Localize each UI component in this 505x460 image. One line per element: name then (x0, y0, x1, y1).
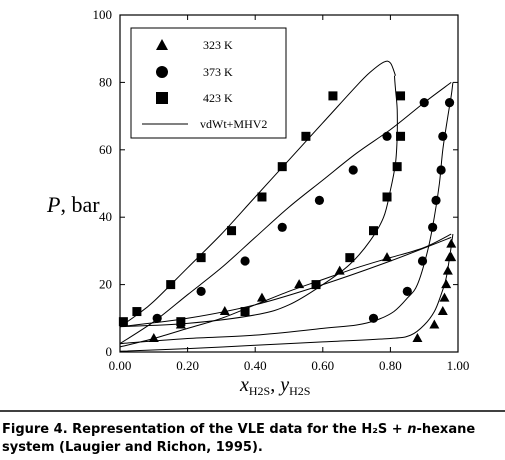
y-tick-label: 60 (99, 142, 112, 157)
marker-373k (402, 286, 412, 296)
marker-323k (441, 279, 452, 289)
marker-423k (196, 253, 206, 263)
marker-323k (412, 333, 423, 343)
marker-423k (227, 226, 237, 236)
marker-323k (148, 333, 159, 343)
x-tick-label: 0.00 (109, 358, 132, 373)
y-tick-label: 0 (106, 344, 113, 359)
marker-423k (369, 226, 378, 236)
model-curve (119, 82, 452, 345)
marker-423k (301, 131, 311, 141)
marker-373k (417, 256, 428, 266)
marker-373k (314, 195, 325, 205)
marker-323k (256, 292, 267, 302)
y-axis-unit: , bar (60, 192, 100, 217)
legend-label-model: vdWt+MHV2 (200, 117, 267, 131)
legend-label-373: 373 K (203, 65, 233, 79)
x-axis-y-sub: H2S (289, 384, 310, 398)
caption-label: Figure 4. (2, 422, 68, 437)
model-curve (119, 60, 396, 328)
y-tick-label: 100 (93, 7, 113, 22)
svg-text:xH2S, yH2S: xH2S, yH2S (239, 374, 310, 398)
legend-label-323: 323 K (203, 38, 233, 52)
marker-373k (436, 165, 446, 175)
marker-373k (438, 131, 448, 141)
marker-423k (382, 192, 392, 202)
marker-323k (446, 238, 457, 248)
marker-323k (442, 265, 453, 275)
marker-373k (152, 313, 162, 323)
caption-line1-end: -hexane (416, 422, 475, 437)
x-axis-comma: , (270, 374, 280, 396)
legend-label-423: 423 K (203, 91, 233, 105)
svg-text:Figure 4. Representation: Figure 4. Representation of the VLE data… (2, 422, 475, 437)
x-axis-x-sub: H2S (249, 384, 270, 398)
marker-373k (419, 98, 429, 108)
marker-373k (240, 256, 250, 266)
legend-circle-icon (156, 66, 168, 78)
y-axis-label: P, bar (46, 192, 100, 217)
y-axis-variable: P (46, 192, 60, 217)
marker-323k (219, 306, 230, 316)
marker-423k (132, 307, 142, 317)
caption-line2: system (Laugier and Richon, 1995). (2, 440, 263, 455)
marker-423k (176, 317, 186, 327)
svg-text:P, bar: P, bar (46, 192, 100, 217)
x-tick-label: 0.80 (379, 358, 402, 373)
marker-423k (328, 91, 338, 101)
marker-423k (392, 162, 402, 172)
marker-423k (257, 192, 267, 202)
marker-323k (439, 292, 450, 302)
marker-423k (166, 280, 176, 290)
model-curve (119, 233, 452, 348)
marker-373k (431, 195, 441, 205)
x-axis-label: xH2S, yH2S (239, 374, 310, 398)
marker-423k (240, 307, 250, 317)
x-tick-label: 0.40 (244, 358, 267, 373)
marker-323k (429, 319, 440, 329)
y-tick-label: 20 (99, 277, 112, 292)
plot-area: 0.00 0.20 0.40 0.60 0.80 1.00 0 20 40 60 80 100 (93, 7, 470, 373)
marker-323k (294, 279, 305, 289)
legend-box (130, 27, 287, 139)
y-tick-label: 80 (99, 74, 112, 89)
marker-323k (334, 265, 345, 275)
y-tick-label: 40 (99, 209, 112, 224)
axis-ticks: 0.00 0.20 0.40 0.60 0.80 1.00 0 20 40 60 80 100 (93, 7, 470, 373)
marker-323k (446, 252, 457, 262)
marker-373k (348, 165, 358, 175)
caption-italic: n (407, 422, 416, 437)
marker-373k (382, 131, 392, 141)
marker-423k (277, 162, 287, 172)
x-axis-y-var: y (278, 374, 289, 396)
marker-373k (277, 222, 287, 232)
caption-line1: Representation of the VLE data for the H… (72, 422, 407, 437)
marker-423k (396, 131, 406, 141)
model-curve (119, 234, 454, 352)
legend-triangle-icon (156, 39, 168, 50)
marker-323k (382, 252, 393, 262)
marker-423k (311, 280, 321, 290)
legend: 323 K 373 K 423 K vdWt+MHV2 (130, 27, 287, 139)
marker-373k (196, 286, 206, 296)
marker-423k (345, 253, 355, 263)
data-markers (118, 91, 457, 343)
marker-323k (437, 306, 448, 316)
x-axis-x-var: x (239, 374, 249, 396)
marker-373k (368, 313, 379, 323)
x-tick-label: 0.20 (176, 358, 199, 373)
marker-423k (396, 91, 406, 101)
plot-frame (119, 14, 459, 353)
legend-square-icon (156, 92, 168, 104)
x-tick-label: 0.60 (311, 358, 334, 373)
marker-423k (118, 317, 128, 327)
x-tick-label: 1.00 (447, 358, 470, 373)
marker-373k (428, 222, 438, 232)
figure-caption: Figure 4. Representation of the VLE data… (0, 410, 505, 455)
marker-373k (444, 98, 455, 108)
